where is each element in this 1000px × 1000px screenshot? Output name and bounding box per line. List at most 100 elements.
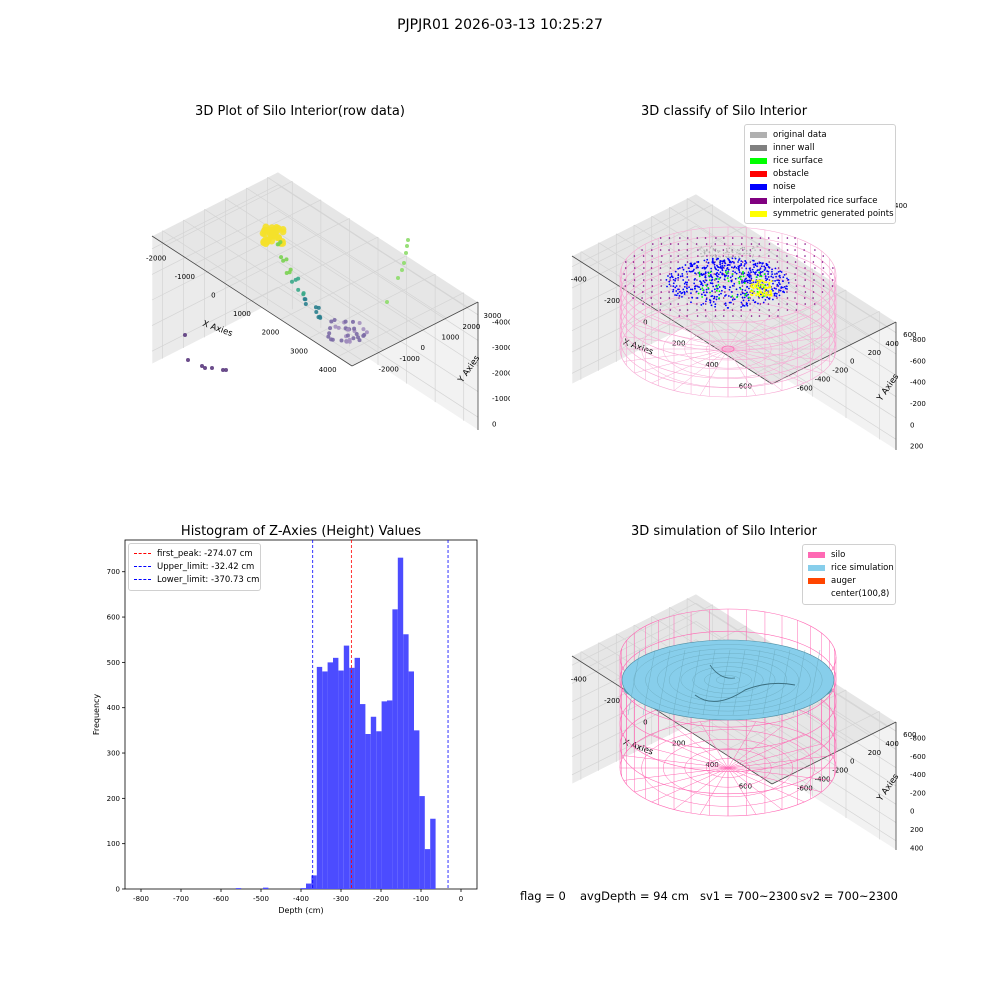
noise-point <box>706 258 709 261</box>
interpolated-point <box>804 279 806 281</box>
noise-point <box>726 268 728 270</box>
symmetric-point <box>751 290 754 293</box>
data-point <box>332 318 337 323</box>
original-point <box>700 253 702 255</box>
noise-point <box>731 266 733 269</box>
noise-point <box>733 261 735 264</box>
noise-point <box>711 257 714 260</box>
noise-point <box>683 293 686 295</box>
z-tick-label: -600 <box>910 753 926 761</box>
grid-line <box>695 311 897 440</box>
interpolated-point <box>696 237 699 239</box>
data-point <box>284 257 289 262</box>
surface-dip <box>694 682 796 702</box>
surface-mesh-ring <box>645 648 811 712</box>
silo-floor-spoke <box>727 767 833 781</box>
noise-point <box>730 296 732 298</box>
z-tick-label: -800 <box>910 336 926 344</box>
panel-3-title: Histogram of Z-Axies (Height) Values <box>180 524 422 539</box>
noise-point <box>674 286 677 289</box>
noise-point <box>713 261 716 264</box>
interpolated-point <box>795 267 798 269</box>
noise-point <box>711 276 714 279</box>
noise-point <box>676 292 679 295</box>
histogram-bar <box>365 733 371 889</box>
interpolated-point <box>821 261 824 263</box>
grid-line <box>337 292 464 358</box>
interpolated-point <box>759 249 762 251</box>
original-point <box>748 253 751 255</box>
interpolated-point <box>803 261 806 263</box>
surface-mesh-line <box>672 649 686 716</box>
interpolated-point <box>832 267 834 269</box>
grid-line <box>194 199 322 265</box>
rice-surface-point <box>701 287 704 290</box>
noise-point <box>727 275 730 277</box>
z-tick-label: -4000 <box>492 318 510 326</box>
data-point <box>396 276 400 280</box>
original-point <box>753 247 755 249</box>
noise-point <box>775 295 778 297</box>
noise-point <box>763 269 766 272</box>
noise-point <box>719 266 722 269</box>
histogram-bar <box>327 662 333 889</box>
legend-item-center: center(100,8) <box>808 588 890 601</box>
interpolated-point <box>660 243 663 245</box>
noise-point <box>746 281 749 284</box>
symmetric-point <box>762 280 765 283</box>
interpolated-point <box>768 261 771 263</box>
noise-point <box>685 283 688 286</box>
interpolated-point <box>776 261 779 263</box>
noise-point <box>688 286 690 289</box>
rice-surface-point <box>714 277 717 280</box>
original-point <box>712 248 715 250</box>
status-sv2: sv2 = 700~2300 <box>800 889 898 903</box>
rice-surface-point <box>708 274 710 277</box>
z-tick-label: 400 <box>894 202 907 210</box>
data-point <box>221 368 225 372</box>
interpolated-point <box>804 243 806 245</box>
data-point <box>317 314 322 319</box>
legend-swatch <box>808 564 825 571</box>
noise-point <box>747 293 750 296</box>
original-point <box>714 254 717 256</box>
symmetric-point <box>758 294 761 297</box>
noise-point <box>667 275 669 277</box>
data-point <box>344 339 349 344</box>
symmetric-point <box>750 285 753 288</box>
noise-point <box>699 280 701 283</box>
interpolated-point <box>758 243 761 245</box>
interpolated-point <box>677 279 679 281</box>
noise-point <box>735 288 738 291</box>
noise-point <box>707 261 710 264</box>
y-tick-label: -600 <box>797 384 813 392</box>
noise-point <box>691 264 694 267</box>
noise-point <box>669 276 672 279</box>
noise-point <box>717 269 720 272</box>
noise-point <box>679 290 682 293</box>
noise-point <box>702 291 705 294</box>
z-tick-label: -200 <box>910 400 926 408</box>
noise-point <box>697 260 699 263</box>
y-tick-label: 400 <box>885 740 898 748</box>
grid-line <box>223 218 350 283</box>
original-point <box>752 246 754 248</box>
silo-floor-ring <box>662 738 794 798</box>
noise-point <box>698 286 701 289</box>
noise-point <box>701 274 704 276</box>
grid-line <box>695 712 897 842</box>
surface-mesh-ring <box>668 657 788 703</box>
noise-point <box>737 265 740 268</box>
surface-mesh-line <box>702 649 716 716</box>
silo-floor-ring <box>641 310 815 388</box>
noise-point <box>751 268 754 271</box>
interpolated-point <box>749 303 751 305</box>
x-axis-line <box>571 655 773 785</box>
noise-point <box>762 262 764 264</box>
x-tick-label: -300 <box>333 895 349 903</box>
noise-point <box>694 287 696 290</box>
legend-swatch <box>750 157 767 164</box>
rice-surface-point <box>744 294 747 297</box>
interpolated-point <box>731 237 734 239</box>
